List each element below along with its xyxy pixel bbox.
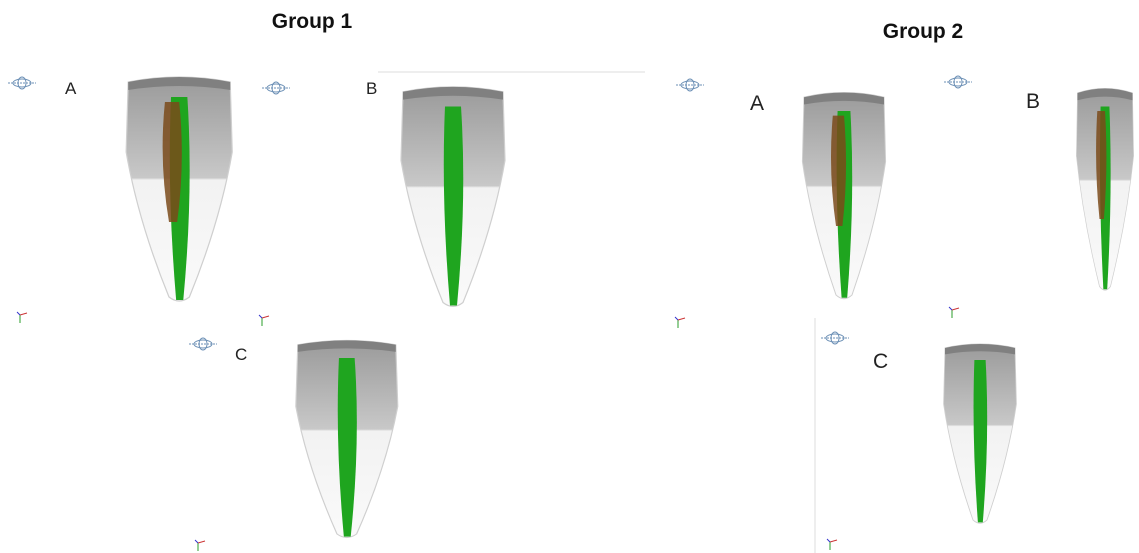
panel-label: B [366, 79, 377, 98]
tooth [944, 344, 1017, 523]
panel-label: B [1026, 90, 1040, 113]
group-title: Group 2 [883, 20, 964, 43]
axis-icon [195, 540, 205, 551]
axis-icon [259, 315, 269, 326]
tooth [296, 340, 398, 537]
axis-icon [827, 539, 837, 550]
figure: Group 1 Group 2 A B C A B C [0, 0, 1139, 553]
axis-icon [675, 317, 685, 328]
logo [944, 76, 972, 88]
logo [821, 332, 849, 344]
tooth [802, 93, 885, 299]
group-title: Group 1 [272, 10, 353, 33]
axis-icon [949, 307, 959, 318]
panel-label: A [750, 92, 764, 115]
tooth [1076, 89, 1133, 291]
logo [262, 82, 290, 94]
logo [189, 338, 217, 350]
logo [676, 79, 704, 91]
panel-label: C [873, 350, 888, 373]
panel-label: A [65, 79, 77, 98]
tooth [401, 87, 505, 307]
logo [8, 77, 36, 89]
tooth [126, 77, 232, 301]
panel-label: C [235, 345, 247, 364]
axis-icon [17, 312, 27, 323]
